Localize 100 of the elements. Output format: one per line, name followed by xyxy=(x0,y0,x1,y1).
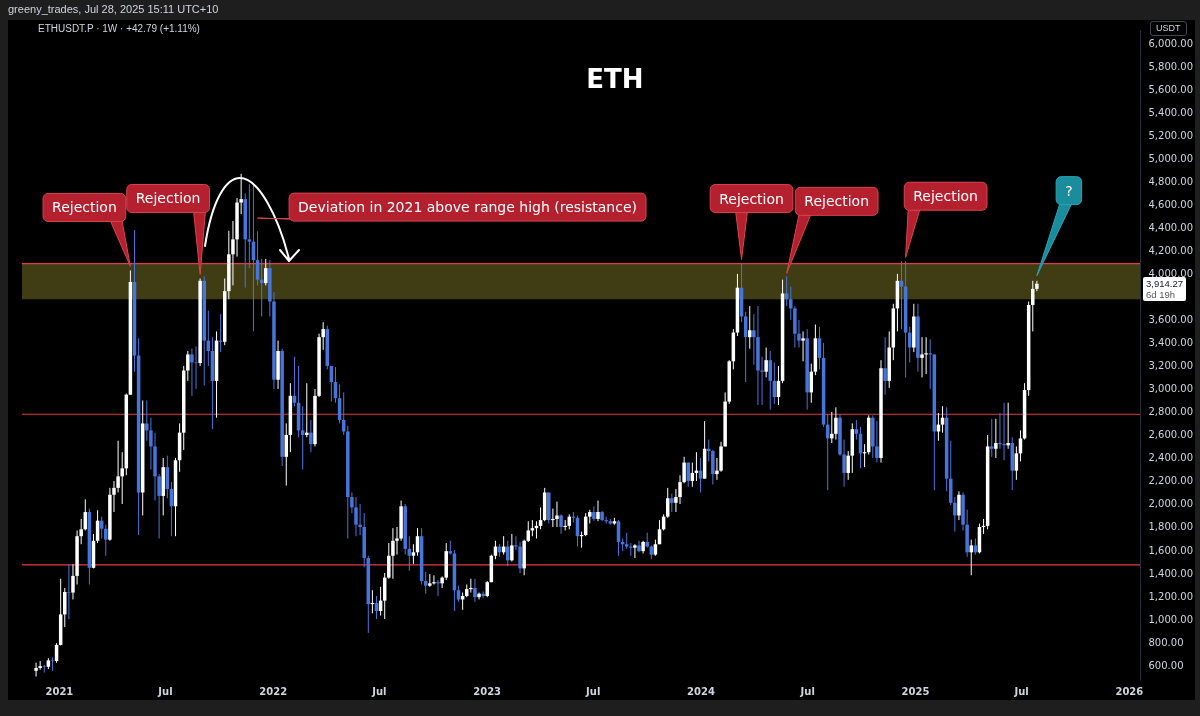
y-tick-label: 5,800.00 xyxy=(1148,61,1194,73)
annotation: Rejection xyxy=(52,199,117,216)
y-tick-label: 3,400.00 xyxy=(1148,337,1194,349)
y-tick-label: 3,000.00 xyxy=(1148,383,1194,395)
candlestick xyxy=(452,549,457,612)
candlestick xyxy=(702,420,707,480)
candlestick xyxy=(411,543,416,565)
candlestick xyxy=(866,414,871,456)
candlestick xyxy=(686,462,690,488)
candlestick xyxy=(780,279,785,384)
annotation: Deviation in 2021 above range high (resistance) xyxy=(298,199,638,216)
candlestick xyxy=(366,555,371,634)
candlestick xyxy=(58,578,63,646)
candlestick xyxy=(739,263,744,323)
candlestick xyxy=(583,512,588,537)
text: ETH xyxy=(586,64,644,94)
candlestick xyxy=(95,509,100,544)
candlestick xyxy=(875,420,879,464)
x-tick-label: Jul xyxy=(799,685,815,697)
candlestick xyxy=(489,554,494,583)
candlestick xyxy=(309,419,313,453)
candlestick xyxy=(255,230,260,286)
candlestick xyxy=(887,330,891,389)
candlestick xyxy=(136,337,141,536)
candlestick xyxy=(202,275,206,386)
candlestick xyxy=(957,490,961,521)
y-tick-label: 1,200.00 xyxy=(1148,590,1194,602)
candlestick xyxy=(977,523,982,554)
x-tick-label: 2026 xyxy=(1115,685,1144,697)
annotation: Rejection xyxy=(135,190,201,207)
candlestick xyxy=(1026,301,1031,397)
candlestick xyxy=(985,434,990,530)
x-tick-label: 2022 xyxy=(259,685,288,697)
annotation: Rejection xyxy=(913,188,978,205)
candlestick xyxy=(522,539,526,576)
candlestick xyxy=(858,426,863,469)
candlestick xyxy=(165,455,170,499)
x-tick-label: 2021 xyxy=(45,685,74,697)
candlestick xyxy=(341,391,346,436)
candlestick xyxy=(161,457,165,516)
candlestick xyxy=(809,363,814,404)
candlestick xyxy=(555,501,559,528)
candlestick xyxy=(222,278,227,346)
y-tick-label: 4,800.00 xyxy=(1148,176,1194,188)
candlestick xyxy=(633,543,637,559)
candlestick xyxy=(34,662,38,678)
candlestick xyxy=(596,500,600,522)
candlestick xyxy=(953,496,957,533)
y-tick-label: 4,400.00 xyxy=(1148,222,1194,234)
candlestick xyxy=(419,527,424,586)
candlestick xyxy=(284,422,289,487)
candlestick xyxy=(928,338,932,390)
candlestick xyxy=(469,578,473,594)
y-tick-label: 2,000.00 xyxy=(1148,498,1194,510)
y-tick-label: 5,000.00 xyxy=(1148,153,1194,165)
candlestick xyxy=(670,493,674,513)
speech-bubble: Rejection xyxy=(709,184,794,261)
candlestick xyxy=(948,440,953,506)
candlestick xyxy=(436,579,440,597)
candlestick xyxy=(325,325,330,370)
candlestick xyxy=(538,506,543,530)
candlestick xyxy=(1010,436,1015,491)
candlestick xyxy=(912,303,916,353)
candlestick xyxy=(916,303,920,373)
candlestick xyxy=(850,422,855,474)
y-tick-label: 600.00 xyxy=(1148,659,1184,671)
candlestick xyxy=(403,503,407,556)
candlestick xyxy=(563,519,567,531)
candlestick xyxy=(629,542,633,557)
candlestick xyxy=(124,393,129,476)
y-tick-label: 4,600.00 xyxy=(1148,199,1194,211)
y-tick-label: 6,000.00 xyxy=(1148,38,1194,50)
candlestick xyxy=(711,449,715,485)
candlestick xyxy=(748,305,752,350)
y-tick-label: 1,000.00 xyxy=(1148,613,1194,625)
candlestick xyxy=(559,513,563,535)
candlestick xyxy=(481,590,485,599)
candlestick xyxy=(337,383,342,424)
x-tick-label: Jul xyxy=(157,685,173,697)
y-tick-label: 3,600.00 xyxy=(1148,314,1194,326)
candlestick xyxy=(920,336,924,378)
candlestick xyxy=(300,405,305,470)
candlestick xyxy=(305,382,309,438)
candlestick xyxy=(805,328,809,411)
candlestick xyxy=(423,571,428,595)
candlestick xyxy=(247,183,252,269)
candlestick xyxy=(542,487,547,522)
candlestick xyxy=(854,419,859,441)
text: greeny_trades, Jul 28, 2025 15:11 UTC+10 xyxy=(8,3,219,15)
y-tick-label: 3,200.00 xyxy=(1148,360,1194,372)
candlestick xyxy=(473,578,477,603)
y-tick-label: 5,200.00 xyxy=(1148,130,1194,142)
candlestick xyxy=(944,406,949,492)
candlestick xyxy=(1014,445,1019,481)
candlestick xyxy=(210,336,215,430)
candlestick xyxy=(276,340,280,390)
candlestick xyxy=(891,303,896,361)
candlestick xyxy=(280,348,284,467)
x-tick-label: Jul xyxy=(371,685,387,697)
candlestick xyxy=(616,519,621,557)
